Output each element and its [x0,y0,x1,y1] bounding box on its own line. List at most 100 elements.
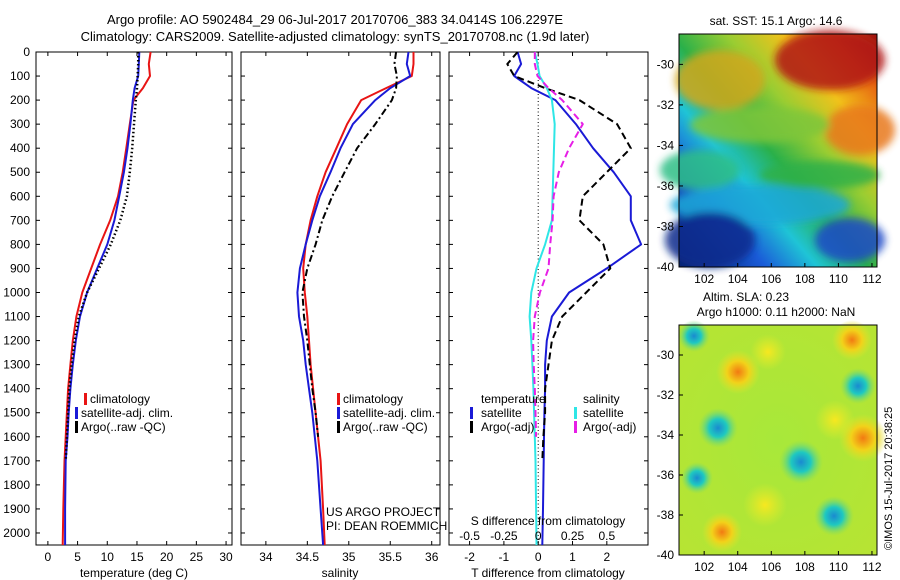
x-tick-label: -1 [499,550,510,564]
sla-map-panel: Altim. SLA: 0.23 Argo h1000: 0.11 h2000:… [657,290,887,574]
y-tick-label: 1600 [3,430,30,444]
map-x-tick-label: 108 [795,560,815,574]
sst-map-panel: sat. SST: 15.1 Argo: 14.6 102 104 106 108 11… [657,14,895,286]
s-diff-tick-label: -0.5 [459,529,480,543]
legend-title-temperature: temperature [481,392,546,406]
map-x-tick-label: 106 [761,272,781,286]
map-x-tick-label: 110 [829,272,848,286]
x-tick-label: 35.5 [379,550,403,564]
y-tick-label: 300 [10,117,30,131]
map-y-tick-label: -36 [657,179,675,193]
map-x-tick-label: 104 [728,560,748,574]
legend-label-s-satellite: satellite [583,406,624,420]
salinity-legend: climatology satellite-adj. clim. Argo(..… [337,392,435,434]
legend-swatch-satellite [75,407,78,419]
legend-label-satellite: satellite-adj. clim. [81,406,173,420]
x-tick-label: 2 [603,550,610,564]
x-tick-label: 34.5 [296,550,320,564]
map-x-tick-label: 108 [795,272,815,286]
difference-x-label: T difference from climatology [471,566,625,580]
temperature-panel: 0100200300400500600700800900100011001200… [3,45,233,580]
x-tick-label: -2 [464,550,475,564]
difference-top-x-label: S difference from climatology [471,514,626,528]
sst-map-tick-group: 102 104 106 108 110 112 -30 -32 -34 -36 -38 -40 [657,57,882,286]
series-line-satellite-adj-clim [64,51,141,545]
legend-label-s-argo: Argo(-adj) [583,420,636,434]
depth-tick-group: 0 100 200 300 400 500 600 700 800 900 1000 1100 1200… [3,45,30,540]
legend-label-t-satellite: satellite [481,406,522,420]
map-x-tick-label: 112 [862,560,881,574]
y-tick-label: 900 [10,261,30,275]
map-y-tick-label: -32 [657,98,675,112]
y-tick-label: 1500 [3,406,30,420]
salinity-difference-tick-labels: -0.5 -0.25 0 0.25 0.5 [459,529,615,543]
legend-swatch-satellite [337,407,340,419]
sla-map-frame [678,324,878,556]
temperature-x-label: temperature (deg C) [80,566,188,580]
map-x-tick-label: 106 [761,560,781,574]
x-tick-label: 5 [74,550,81,564]
legend-swatch-climatology [337,393,340,405]
series-line-argo-adj [532,52,584,437]
map-x-tick-label: 102 [694,560,714,574]
s-diff-tick-label: 0 [535,529,542,543]
map-x-tick-label: 102 [694,272,714,286]
map-x-tick-label: 112 [862,272,881,286]
y-tick-label: 800 [10,237,30,251]
temperature-plot-frame [35,51,233,546]
sst-map-texture [660,30,895,268]
sla-map-texture [678,320,887,552]
y-tick-label: 600 [10,189,30,203]
x-tick-label: 0 [535,550,542,564]
y-tick-label: 200 [10,93,30,107]
difference-series-group [506,51,643,546]
salinity-plot-frame [240,51,441,546]
y-tick-label: 1400 [3,382,30,396]
salinity-x-label: salinity [322,566,359,580]
legend-swatch-s-satellite [574,407,577,419]
series-line-argo-raw-qc [301,51,398,437]
salinity-panel: 34 34.5 35 35.5 36 salinity climatology sate… [240,51,447,580]
legend-swatch-s-argo [574,421,577,433]
y-tick-label: 2000 [3,526,30,540]
y-tick-label: 500 [10,165,30,179]
project-credit: US ARGO PROJECT [326,505,441,519]
pi-credit: PI: DEAN ROEMMICH [326,519,447,533]
map-y-tick-label: -38 [657,508,675,522]
temperature-tick-group: 0 5 10 15 20 25 30 [36,51,233,564]
y-tick-label: 1300 [3,358,30,372]
series-line-satellite-adj-clim [296,51,412,546]
temperature-series-group [61,51,152,546]
legend-title-salinity: salinity [583,392,620,406]
legend-swatch-argo [75,421,78,433]
s-diff-tick-label: 0.5 [598,529,615,543]
series-line-satellite [528,51,556,546]
difference-plot-frame [448,51,649,546]
map-y-tick-label: -38 [657,219,675,233]
x-tick-label: 35 [342,550,356,564]
y-tick-label: 1800 [3,478,30,492]
s-diff-tick-label: 0.25 [561,529,585,543]
legend-swatch-argo [337,421,340,433]
series-line-argo-adj [506,51,632,461]
sla-map-title-line1: Altim. SLA: 0.23 [703,290,789,304]
map-y-tick-label: -34 [657,428,675,442]
legend-label-climatology: climatology [90,392,150,406]
y-tick-label: 1100 [4,310,30,324]
series-line-climatology [61,51,152,546]
y-tick-label: 1700 [3,454,30,468]
x-tick-label: 1 [569,550,576,564]
difference-legend: temperature satellite Argo(-adj) salinit… [470,392,636,434]
x-tick-label: 25 [190,550,204,564]
map-y-tick-label: -34 [657,138,675,152]
sla-map-tick-group: 102 104 106 108 110 112 -30 -32 -34 -36 -38 -40 [657,348,882,574]
x-tick-label: 20 [160,550,174,564]
y-tick-label: 1900 [3,502,30,516]
map-y-tick-label: -30 [657,348,675,362]
sst-map-title: sat. SST: 15.1 Argo: 14.6 [710,14,843,28]
map-y-tick-label: -30 [657,57,675,71]
figure-title-line2: Climatology: CARS2009. Satellite-adjuste… [81,29,590,44]
x-tick-label: 36 [425,550,439,564]
y-tick-label: 1200 [3,334,30,348]
